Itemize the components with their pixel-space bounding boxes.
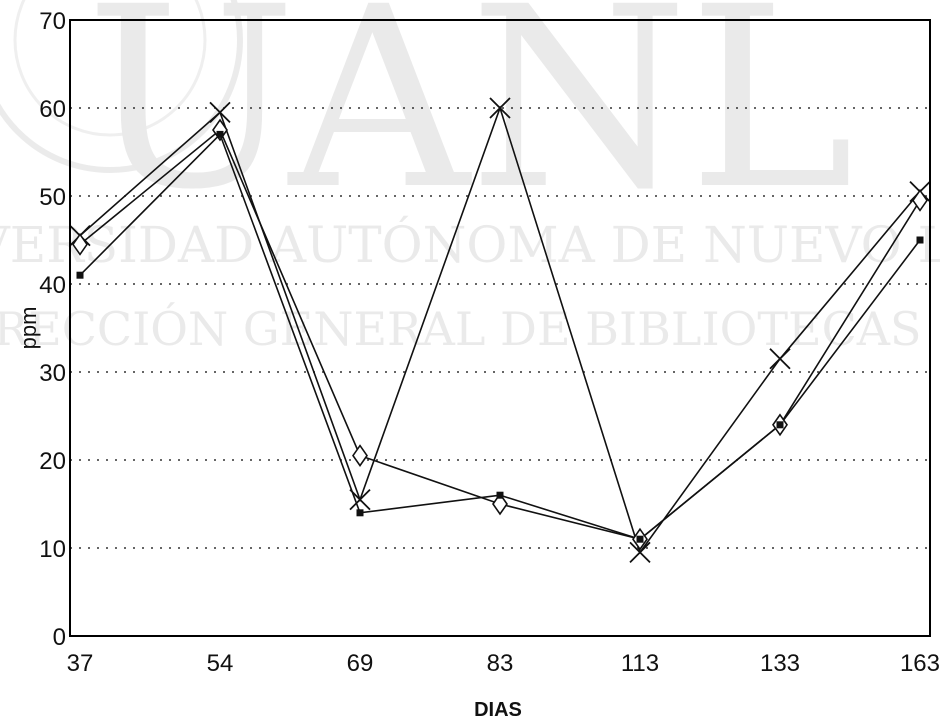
data-point-diamond xyxy=(72,233,88,256)
x-tick-label: 37 xyxy=(67,650,94,677)
watermark-line-1: UNIVERSIDAD AUTÓNOMA DE NUEVO LEÓN xyxy=(0,215,940,274)
x-tick-label: 54 xyxy=(207,650,234,677)
x-tick-label: 113 xyxy=(621,650,659,677)
data-point-diamond xyxy=(352,444,368,467)
data-point-square xyxy=(216,130,224,138)
data-point-diamond xyxy=(912,189,928,212)
y-tick-labels: 0 10 20 30 40 50 60 70 xyxy=(39,8,66,651)
y-tick-label: 10 xyxy=(39,536,66,563)
y-axis-title: ppm xyxy=(16,307,41,350)
data-point-x xyxy=(489,97,511,119)
data-point-square xyxy=(916,236,924,244)
y-tick-label: 0 xyxy=(53,624,66,651)
data-point-square xyxy=(496,491,504,499)
data-point-diamond xyxy=(492,492,508,516)
data-point-square xyxy=(636,535,644,543)
x-tick-label: 83 xyxy=(487,650,514,677)
data-point-square xyxy=(356,509,364,517)
plot-frame xyxy=(69,19,931,637)
x-tick-labels: 37 54 69 83 113 133 163 xyxy=(67,650,940,677)
y-tick-label: 50 xyxy=(39,184,66,211)
y-tick-label: 70 xyxy=(39,8,66,35)
y-tick-label: 40 xyxy=(39,272,66,299)
x-tick-label: 133 xyxy=(760,650,800,677)
y-tick-label: 30 xyxy=(39,360,66,387)
watermark-big-text: UANL xyxy=(86,0,854,244)
seal-inner-ring xyxy=(13,0,207,137)
x-tick-label: 163 xyxy=(900,650,940,677)
x-axis-title: DIAS xyxy=(474,699,522,721)
x-tick-label: 69 xyxy=(347,650,374,677)
data-point-x xyxy=(349,488,371,511)
data-point-x xyxy=(209,101,231,124)
watermark: UANL UNIVERSIDAD AUTÓNOMA DE NUEVO LEÓN … xyxy=(0,0,940,356)
watermark-line-2: DIRECCIÓN GENERAL DE BIBLIOTECAS xyxy=(0,301,922,356)
data-point-x xyxy=(629,541,651,564)
data-point-square xyxy=(776,421,784,429)
data-point-x xyxy=(769,348,791,370)
y-tick-label: 60 xyxy=(39,96,66,123)
data-point-square xyxy=(76,271,84,279)
y-tick-label: 20 xyxy=(39,448,66,475)
series-markers xyxy=(69,97,931,564)
seal-icon xyxy=(0,0,243,173)
